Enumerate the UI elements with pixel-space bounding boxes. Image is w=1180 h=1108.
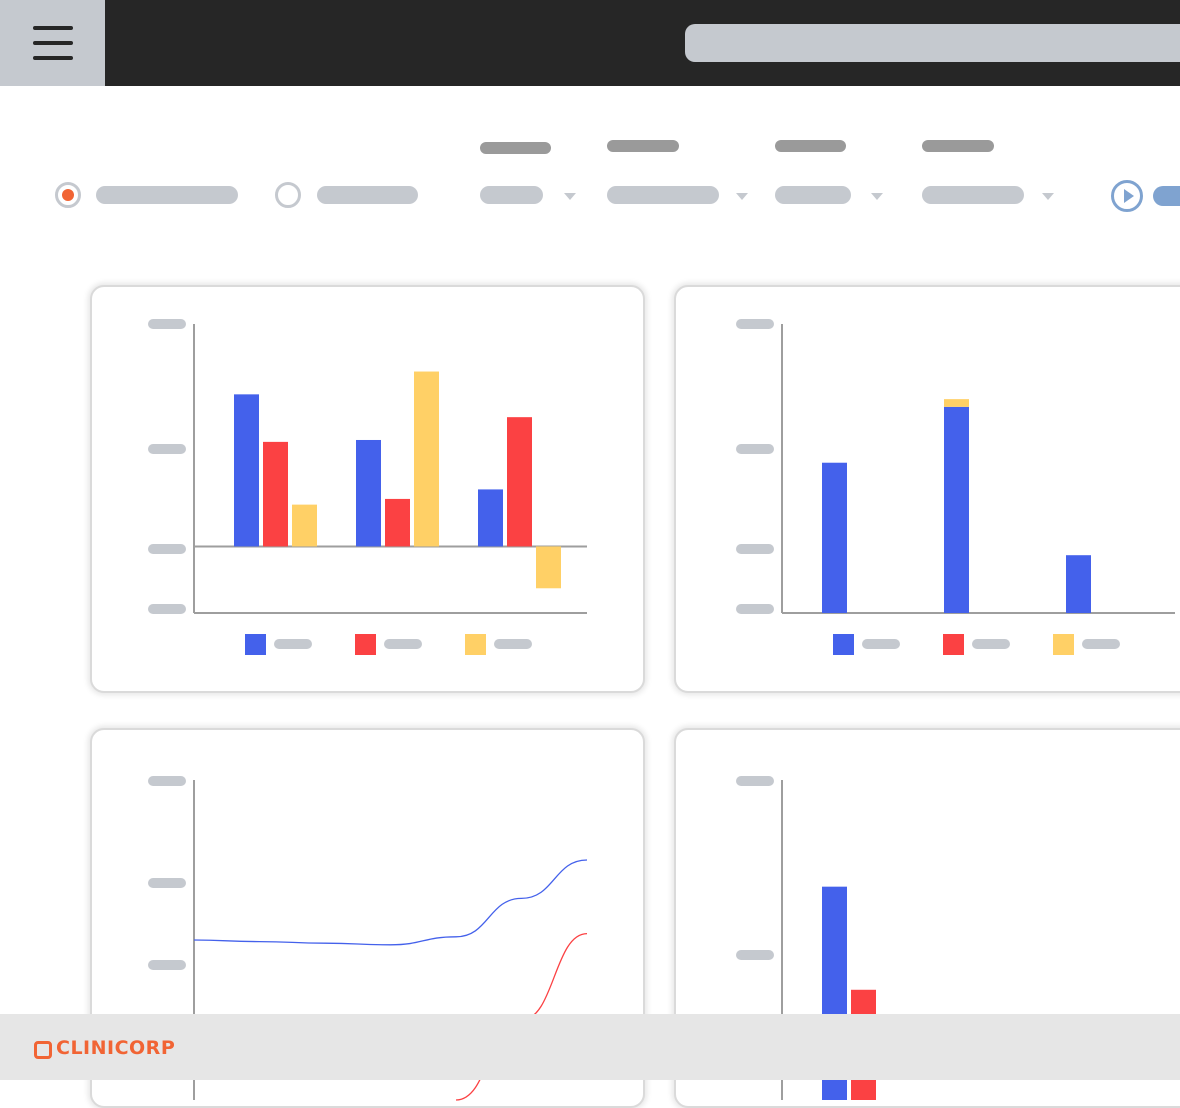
chart-3-series-line-1: [193, 859, 588, 946]
chart-1-bar: [234, 394, 259, 547]
charts-canvas: [148, 319, 1175, 1101]
chart-2-tick-label-3: [736, 544, 774, 554]
chart-1-bar: [507, 417, 532, 547]
chart-2-tick-label-4: [736, 604, 774, 614]
chevron-down-icon: [871, 193, 883, 200]
dropdown-3-value: [775, 186, 851, 204]
chart-2-tick-label-2: [736, 444, 774, 454]
dropdown-4-label: [922, 140, 994, 152]
chart-1-legend-swatch-1: [245, 634, 266, 655]
chart-1-bar: [414, 371, 439, 547]
chart-2-legend-swatch-3: [1053, 634, 1074, 655]
chart-4-tick-label-1: [736, 776, 774, 786]
chart-1-bar: [478, 489, 503, 547]
dropdown-1[interactable]: [480, 180, 580, 220]
run-button-label[interactable]: [1153, 186, 1180, 206]
chart-3-tick-label-3: [148, 960, 186, 970]
chart-2-legend-swatch-1: [833, 634, 854, 655]
chevron-down-icon: [1042, 193, 1054, 200]
chart-1-legend-swatch-3: [465, 634, 486, 655]
run-button[interactable]: [1111, 180, 1143, 212]
dropdown-3[interactable]: [775, 180, 885, 220]
dropdown-2-label: [607, 140, 679, 152]
radio-option-1-label: [96, 186, 238, 204]
chart-1-bar: [385, 498, 410, 547]
chart-4-tick-label-2: [736, 950, 774, 960]
chart-2-tick-label-1: [736, 319, 774, 329]
chart-2-bar: [944, 399, 969, 407]
chart-1-tick-label-2: [148, 444, 186, 454]
chart-3-tick-label-2: [148, 878, 186, 888]
chart-2-legend-label-2: [972, 639, 1010, 649]
chart-1-legend-swatch-2: [355, 634, 376, 655]
dropdown-4-value: [922, 186, 1024, 204]
chart-2-bar: [1066, 555, 1091, 613]
logo-text: CLINICORP: [56, 1037, 176, 1059]
chart-1-tick-label-1: [148, 319, 186, 329]
chart-1-bar: [356, 439, 381, 547]
top-bar: [0, 0, 1180, 86]
chart-1-bar: [292, 504, 317, 547]
chart-3-tick-label-1: [148, 776, 186, 786]
dropdown-4[interactable]: [922, 180, 1057, 220]
chart-2-bar: [944, 406, 969, 613]
chart-2-bar: [822, 462, 847, 613]
chevron-down-icon: [564, 193, 576, 200]
footer: [0, 1014, 1180, 1080]
chart-1-tick-label-4: [148, 604, 186, 614]
chart-2-legend-label-3: [1082, 639, 1120, 649]
chart-2-legend-swatch-2: [943, 634, 964, 655]
dropdown-3-label: [775, 140, 846, 152]
dropdown-2[interactable]: [607, 180, 752, 220]
menu-button[interactable]: [0, 0, 105, 86]
search-input[interactable]: [685, 24, 1180, 62]
chevron-down-icon: [736, 193, 748, 200]
chart-1-tick-label-3: [148, 544, 186, 554]
dropdown-1-value: [480, 186, 543, 204]
chart-1-bar: [536, 546, 561, 589]
chart-1-legend-label-1: [274, 639, 312, 649]
chart-1-bar: [263, 441, 288, 547]
chart-card-2: [674, 285, 1180, 693]
chart-2-legend-label-1: [862, 639, 900, 649]
dropdown-1-label: [480, 142, 551, 154]
radio-option-1[interactable]: [55, 182, 81, 208]
dropdown-2-value: [607, 186, 719, 204]
radio-option-2[interactable]: [275, 182, 301, 208]
radio-option-2-label: [317, 186, 418, 204]
logo-mark-icon: [34, 1041, 52, 1059]
chart-1-legend-label-3: [494, 639, 532, 649]
chart-1-legend-label-2: [384, 639, 422, 649]
